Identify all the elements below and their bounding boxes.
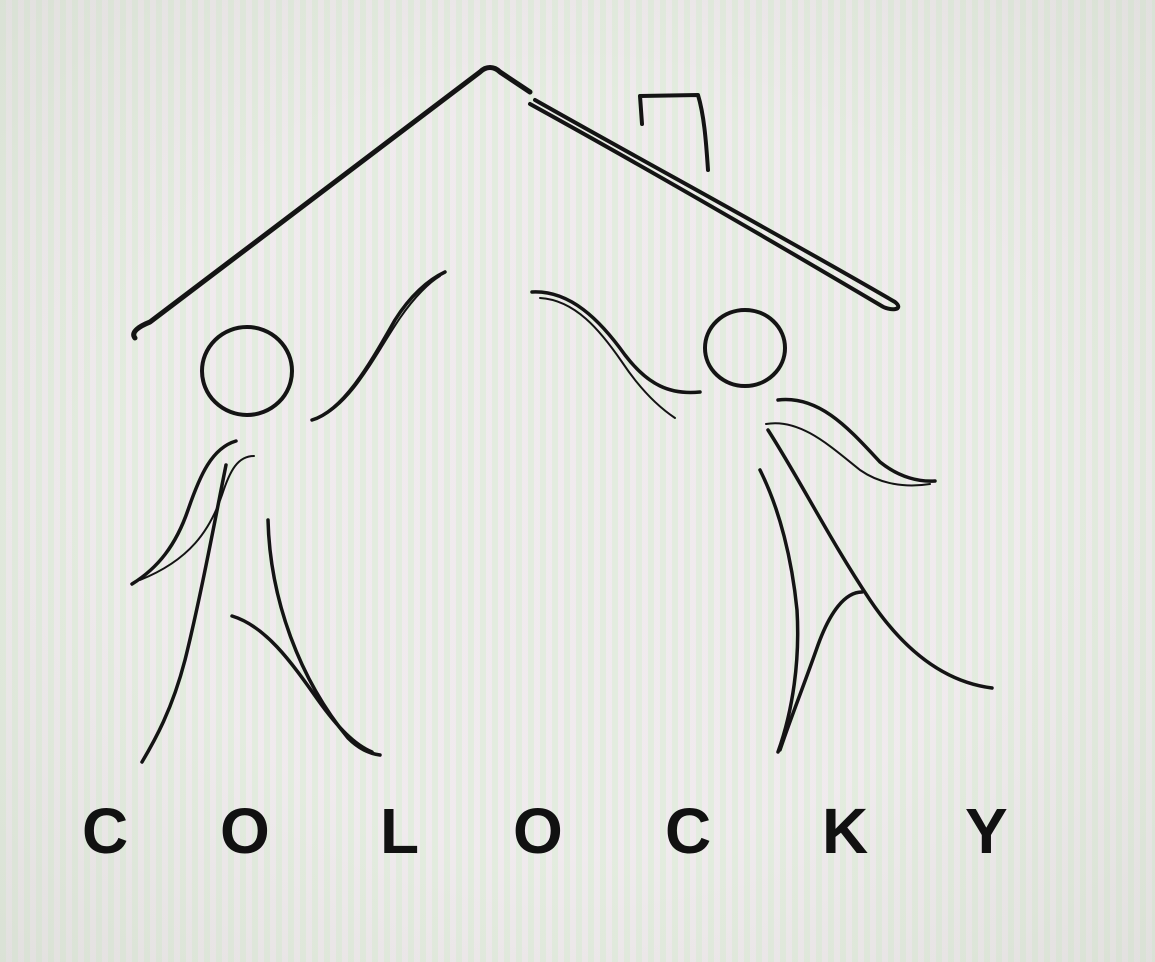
logo-wordmark: C O L O C K Y [60,795,1050,875]
house-roof-icon [131,65,901,341]
chimney-icon [638,93,710,172]
wordmark-letter: C [665,795,712,867]
wordmark-letter: O [513,795,563,867]
wordmark-letter: O [220,795,270,867]
stick-figure-left-icon [130,270,447,764]
wordmark-letter: L [380,795,420,867]
wordmark-letter: Y [965,795,1008,867]
stick-figure-right-icon [530,290,994,754]
wordmark-letter: K [822,795,869,867]
wordmark-letter: C [82,795,129,867]
